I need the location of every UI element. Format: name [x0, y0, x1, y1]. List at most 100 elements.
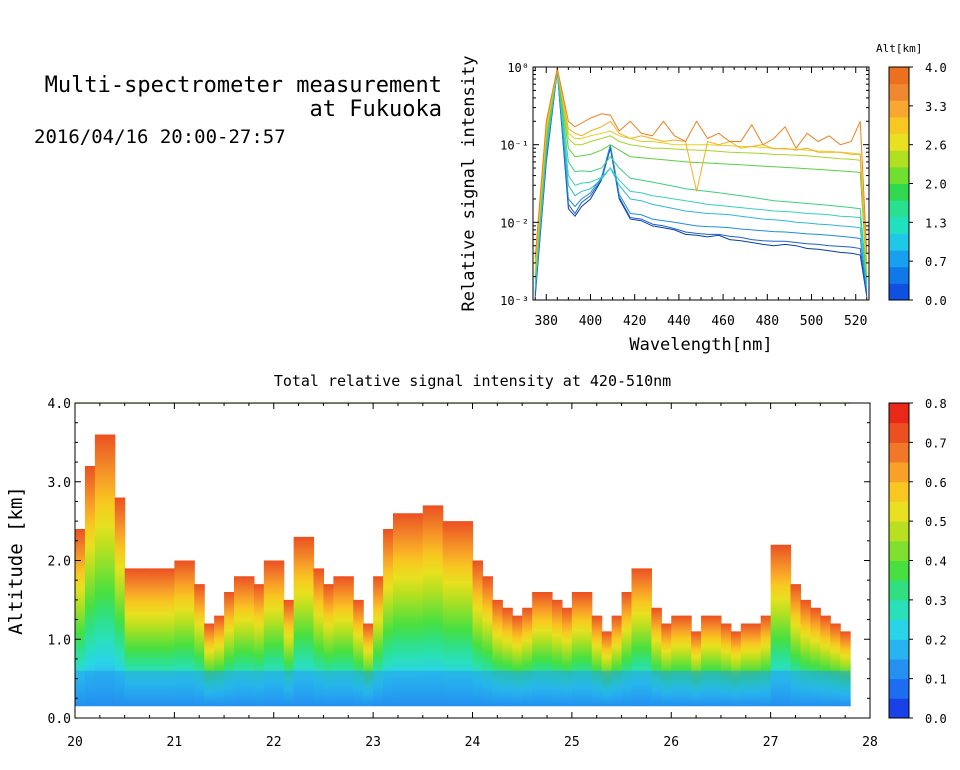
heatmap-column [94, 434, 106, 707]
colorbar-cell [889, 678, 909, 699]
colorbar-cell [889, 216, 909, 234]
heatmap-column [482, 576, 493, 707]
heatmap-column [591, 615, 603, 707]
x-tick-label: 23 [365, 735, 381, 750]
heatmap-column [740, 623, 752, 707]
colorbar-tick-label: 0.0 [925, 712, 947, 726]
heatmap-column [790, 584, 802, 707]
heatmap-column [422, 505, 434, 707]
colorbar-tick-label: 3.3 [925, 100, 947, 114]
colorbar-cell [889, 283, 909, 301]
colorbar-cell [889, 481, 909, 502]
spectrum-line-6 [534, 69, 868, 277]
heatmap-column [552, 599, 563, 707]
heatmap-column [224, 592, 235, 707]
heatmap-field [75, 403, 851, 707]
heatmap-column [214, 615, 225, 707]
heatmap-column [303, 536, 315, 707]
colorbar-cell [889, 200, 909, 218]
heatmap-column [164, 568, 175, 707]
heatmap-column [283, 599, 295, 707]
heatmap-column [263, 560, 275, 707]
heatmap-column [810, 607, 821, 707]
heatmap-column [730, 631, 742, 707]
colorbar-label: Alt[km] [876, 42, 922, 55]
y-tick-label: 4.0 [48, 397, 71, 412]
heatmap-column [701, 615, 712, 707]
x-tick-label: 22 [266, 735, 282, 750]
x-tick-label: 520 [844, 314, 867, 329]
spectrum-line-5 [534, 69, 868, 281]
colorbar-cell [889, 462, 909, 483]
spectrum-lines [534, 68, 868, 297]
x-tick-label: 440 [667, 314, 690, 329]
heatmap-column [124, 568, 136, 707]
colorbar-tick-label: 0.4 [925, 555, 947, 569]
x-tick-label: 400 [579, 314, 602, 329]
colorbar-cell [889, 422, 909, 443]
spectrum-frame [532, 66, 870, 301]
spectrum-line-2 [534, 69, 868, 292]
heatmap-column [532, 592, 543, 707]
x-tick-label: 20 [67, 735, 83, 750]
heatmap-column [472, 560, 484, 707]
colorbar-tick-label: 2.0 [925, 178, 947, 192]
heatmap-column [104, 434, 116, 707]
heatmap-column [204, 623, 215, 707]
x-tick-label: 500 [800, 314, 823, 329]
heatmap-column [691, 631, 702, 707]
heatmap-column [174, 560, 185, 707]
heatmap-column [343, 576, 354, 707]
heatmap-column [333, 576, 344, 707]
colorbar-cell [889, 116, 909, 135]
colorbar-cell [889, 658, 909, 680]
heatmap-column [611, 615, 623, 707]
heatmap-column [253, 584, 265, 707]
colorbar-cell [889, 150, 909, 168]
spectrum-line-0 [534, 70, 868, 297]
colorbar-cell [889, 599, 909, 621]
heatmap-column [75, 529, 86, 707]
x-axis-label: Wavelength[nm] [629, 335, 772, 355]
y-tick-label: 0.0 [48, 712, 71, 727]
colorbar-cell [889, 233, 909, 251]
colorbar-cell [889, 83, 909, 101]
y-tick-label: 3.0 [48, 476, 71, 491]
x-tick-label: 26 [663, 735, 679, 750]
colorbar-tick-label: 0.3 [925, 594, 947, 608]
heatmap-column [313, 568, 325, 707]
heatmap-column [621, 592, 633, 707]
colorbar-tick-label: 2.6 [925, 139, 947, 153]
colorbar-cell [889, 540, 909, 561]
y-tick-label: 10⁻² [500, 216, 529, 230]
measurement-datetime: 2016/04/16 20:00-27:57 [34, 126, 286, 148]
y-axis-label: Relative signal intensity [459, 56, 479, 312]
heatmap-column [641, 568, 652, 707]
heatmap-title: Total relative signal intensity at 420-5… [274, 372, 671, 390]
heatmap-column [134, 568, 146, 707]
heatmap-column [760, 615, 772, 707]
heatmap-column [243, 576, 255, 707]
y-tick-label: 10⁻³ [500, 294, 529, 308]
x-tick-label: 28 [862, 735, 878, 750]
colorbar-cell [889, 133, 909, 151]
heatmap-column [720, 623, 732, 707]
x-tick-label: 480 [756, 314, 779, 329]
heatmap-column [194, 584, 205, 707]
heatmap-column [353, 599, 364, 707]
title-line-1: Multi-spectrometer measurement [44, 73, 442, 98]
y-tick-label: 2.0 [48, 555, 71, 570]
x-tick-label: 25 [564, 735, 580, 750]
colorbar-cell [889, 501, 909, 522]
colorbar-cell [889, 560, 909, 581]
heatmap-column [581, 592, 593, 707]
spectrum-line-7 [534, 69, 868, 274]
colorbar-cell [889, 67, 909, 85]
heatmap-column [393, 513, 404, 707]
heatmap-column [800, 599, 811, 707]
colorbar-tick-label: 0.7 [925, 436, 947, 450]
heatmap-column [442, 521, 454, 707]
y-tick-label: 1.0 [48, 633, 71, 648]
heatmap-column [323, 584, 334, 707]
colorbar-cell [889, 250, 909, 268]
